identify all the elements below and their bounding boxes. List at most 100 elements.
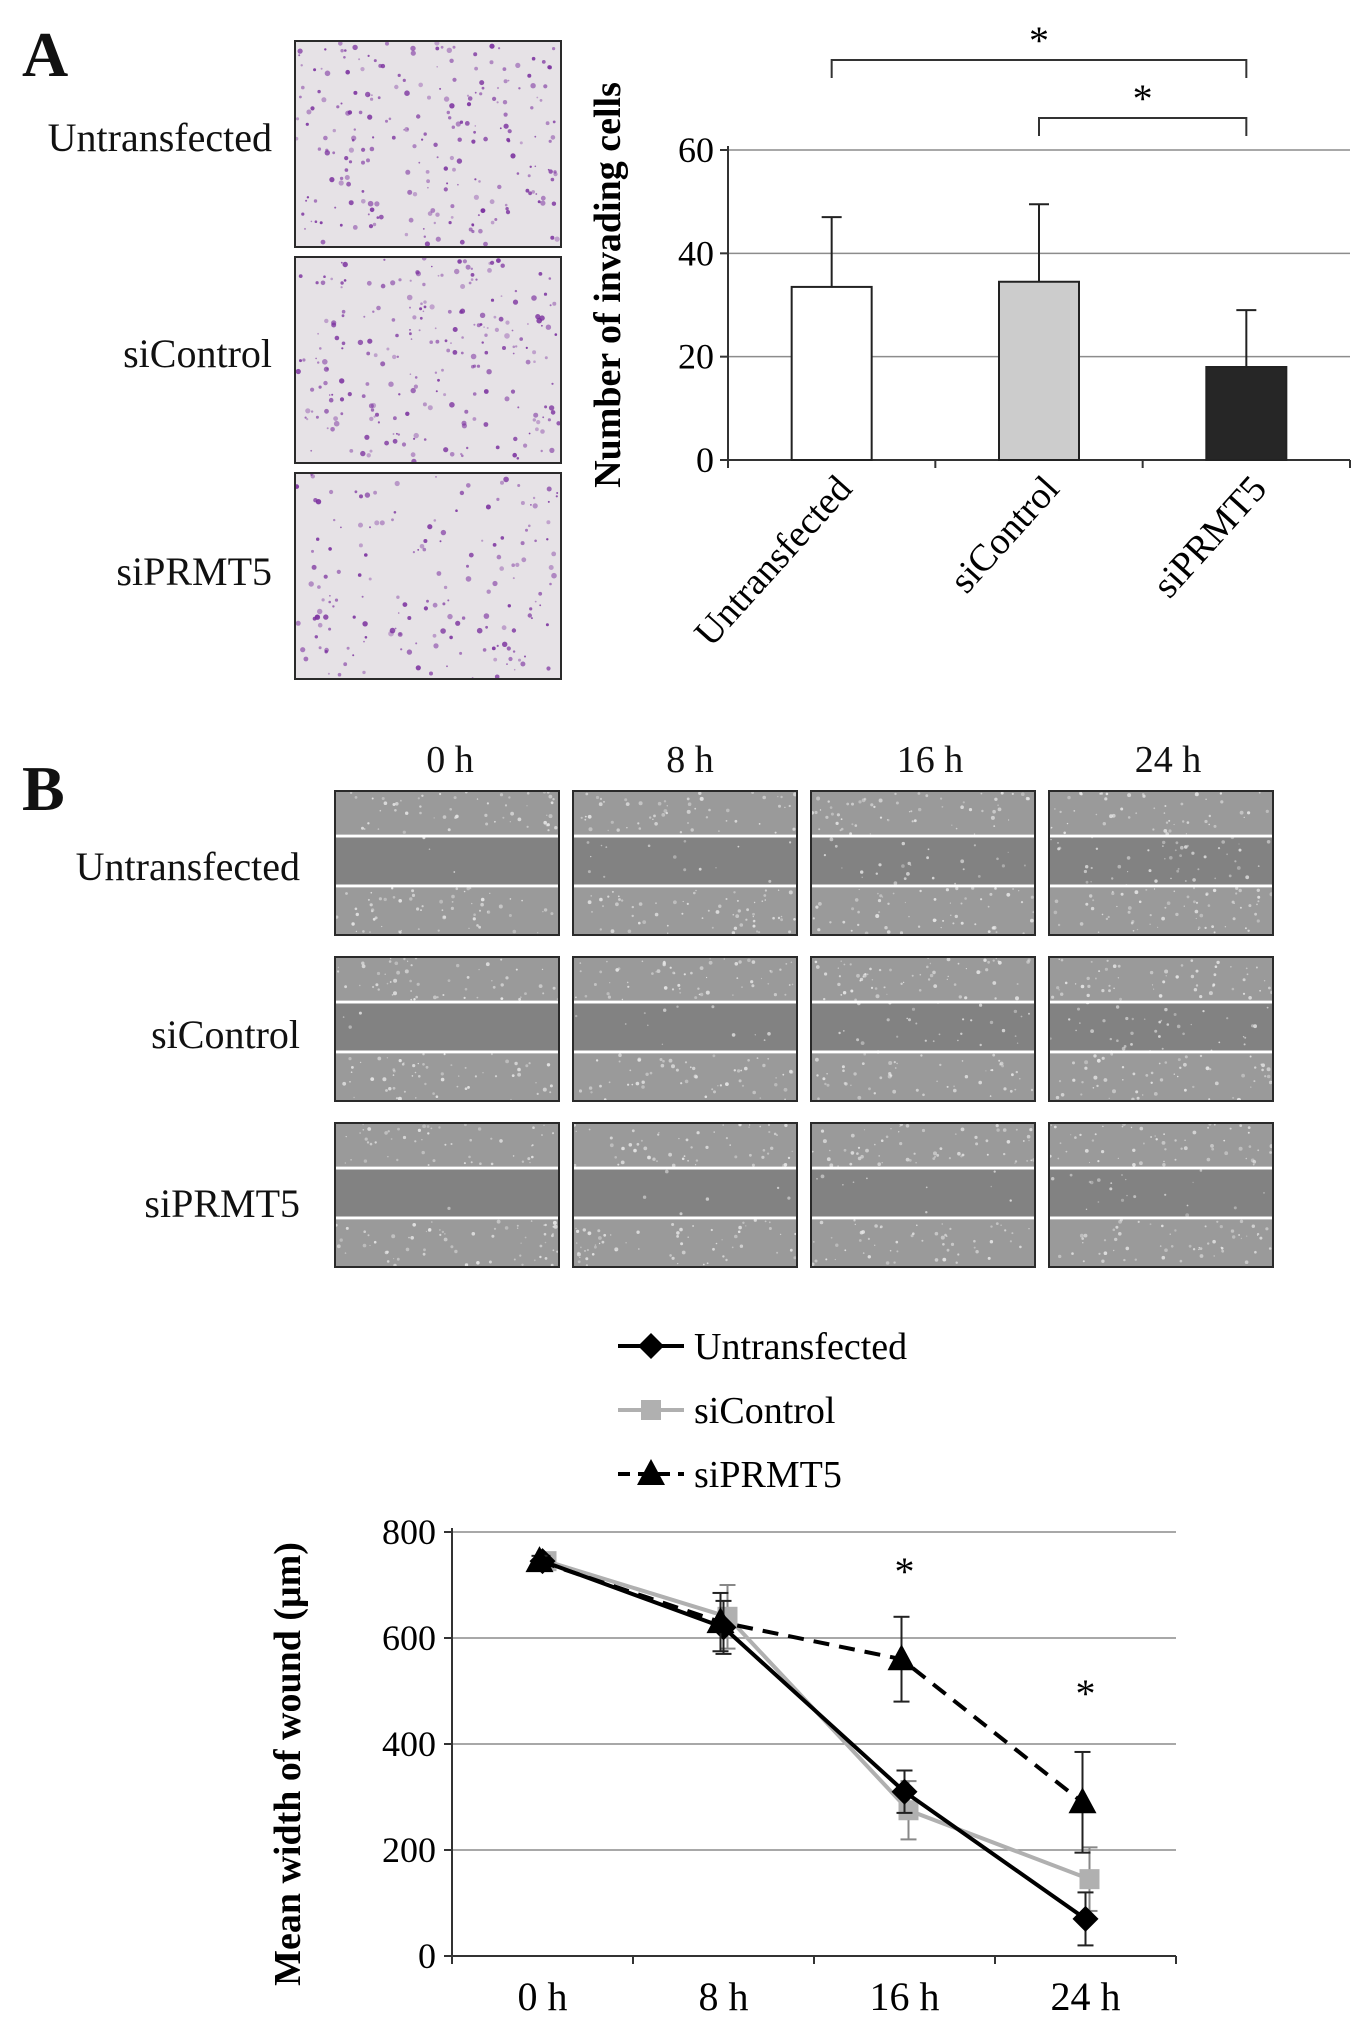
cell-speck (1210, 1144, 1214, 1148)
cell-speck (642, 920, 647, 924)
stained-cell (334, 206, 337, 209)
cell-speck (519, 996, 522, 999)
cell-speck (1137, 1220, 1140, 1223)
cell-speck (599, 970, 603, 974)
stained-cell (317, 89, 321, 94)
stained-cell (430, 208, 436, 213)
cell-speck (736, 899, 739, 902)
stained-cell (496, 86, 500, 90)
stained-cell (510, 389, 516, 394)
significance-star: * (895, 1549, 915, 1594)
cell-speck (725, 1258, 728, 1262)
cell-speck (812, 811, 814, 815)
cell-speck (927, 958, 929, 960)
stained-cell (364, 492, 371, 498)
cell-speck (435, 1095, 439, 1098)
cell-speck (819, 809, 822, 811)
cell-speck (345, 1136, 347, 1138)
cell-speck (1101, 1150, 1105, 1154)
migrated-cell (1202, 1010, 1205, 1013)
y-axis-title: Mean width of wound (μm) (267, 1542, 309, 1986)
cell-speck (1207, 1242, 1210, 1245)
cell-speck (699, 796, 704, 801)
cell-speck (476, 1261, 480, 1265)
cell-speck (918, 989, 922, 992)
migrated-cell (1199, 1169, 1203, 1172)
cell-layer-top (336, 1124, 558, 1166)
cell-speck (1199, 1254, 1204, 1258)
cell-speck (598, 1236, 602, 1240)
cell-speck (826, 1083, 830, 1087)
stained-cell (547, 500, 550, 503)
migrated-cell (1007, 851, 1009, 853)
stained-cell (360, 450, 366, 457)
wound-texture (336, 1124, 558, 1266)
cell-speck (784, 1124, 788, 1128)
cell-speck (1080, 1093, 1083, 1096)
migrated-cell (979, 1003, 983, 1007)
cell-speck (397, 1096, 402, 1100)
cell-speck (598, 1242, 601, 1245)
cell-speck (410, 990, 412, 992)
invasion-texture (296, 42, 560, 246)
migrated-cell (970, 1019, 973, 1022)
migrated-cell (647, 844, 651, 848)
stained-cell (459, 308, 466, 314)
cell-speck (370, 891, 373, 894)
stained-cell (363, 640, 365, 643)
cell-speck (737, 1230, 741, 1234)
cell-speck (1057, 923, 1061, 927)
cell-speck (654, 912, 659, 917)
cell-speck (921, 1239, 924, 1242)
cell-speck (713, 1131, 715, 1133)
cell-speck (1079, 1233, 1084, 1238)
migrated-cell (1116, 1039, 1119, 1042)
stained-cell (343, 662, 348, 667)
cell-speck (1105, 917, 1109, 921)
cell-speck (1059, 810, 1062, 814)
stained-cell (376, 305, 381, 311)
cell-speck (715, 1242, 718, 1245)
cell-speck (820, 1129, 825, 1133)
cell-speck (585, 792, 589, 796)
cell-speck (438, 1126, 441, 1129)
cell-speck (860, 1154, 864, 1159)
migrated-cell (906, 1017, 908, 1020)
cell-speck (921, 1128, 926, 1133)
cell-speck (426, 1125, 430, 1128)
cell-speck (1127, 816, 1131, 819)
stained-cell (517, 406, 520, 409)
migrated-cell (768, 879, 772, 883)
stained-cell (451, 125, 455, 129)
cell-speck (668, 1152, 672, 1157)
cell-speck (1208, 814, 1211, 818)
cell-speck (1090, 960, 1093, 963)
cell-layer-top (1050, 1124, 1272, 1166)
cell-speck (1100, 792, 1104, 795)
cell-speck (856, 1152, 859, 1155)
stained-cell (425, 170, 430, 174)
cell-speck (671, 1064, 675, 1069)
cell-speck (1142, 1094, 1144, 1096)
migrated-cell (1085, 1208, 1088, 1210)
stained-cell (473, 52, 478, 57)
cell-speck (987, 905, 990, 908)
cell-speck (1106, 959, 1109, 962)
cell-speck (1248, 1145, 1252, 1148)
stained-cell (310, 410, 314, 413)
stained-cell (306, 109, 312, 115)
cell-speck (1238, 1146, 1243, 1151)
cell-speck (895, 1240, 899, 1244)
cell-speck (1268, 986, 1271, 990)
cell-speck (597, 1229, 601, 1233)
cell-speck (617, 1163, 620, 1166)
cell-speck (505, 976, 509, 980)
cell-speck (762, 795, 766, 800)
cell-speck (993, 825, 996, 827)
cell-speck (822, 1077, 826, 1081)
cell-speck (1168, 819, 1171, 822)
cell-speck (467, 1086, 470, 1089)
migrated-cell (605, 846, 608, 848)
cell-speck (1073, 810, 1076, 812)
cell-speck (1184, 1088, 1187, 1092)
